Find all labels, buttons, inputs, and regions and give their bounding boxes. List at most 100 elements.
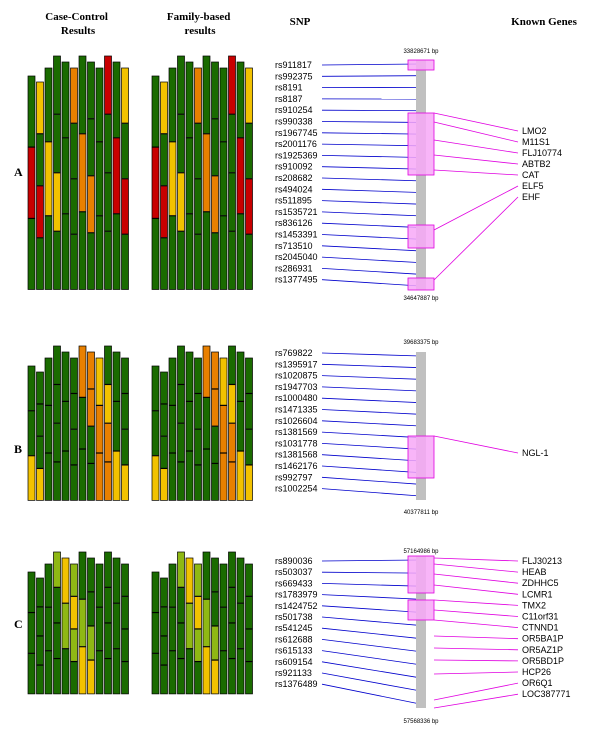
snp-link-line <box>321 420 421 427</box>
haplotype-cell <box>211 232 219 290</box>
haplotype-cell <box>70 563 78 597</box>
snp-link-line <box>321 583 421 587</box>
haplotype-cell <box>61 61 70 138</box>
snp-link-line <box>321 431 421 439</box>
haplotype-cell <box>228 587 236 624</box>
haplotype-cell <box>177 384 185 424</box>
haplotype-cell <box>245 393 253 430</box>
haplotype-cell <box>202 397 211 450</box>
haplotype-cell <box>211 388 219 427</box>
haplotype-cell <box>95 563 104 608</box>
haplotype-cell <box>228 423 236 463</box>
haplotype-cell <box>177 172 185 232</box>
haplotype-cell <box>177 658 185 695</box>
snp-label: rs541245 <box>275 623 313 633</box>
haplotype-cell <box>245 628 253 662</box>
snp-link-line <box>321 454 421 462</box>
panel-label: C <box>14 617 23 631</box>
haplotype-cell <box>95 452 104 501</box>
snp-link-line <box>321 155 421 158</box>
haplotype-cell <box>121 628 129 662</box>
haplotype-cell <box>236 213 245 290</box>
haplotype-cell <box>78 397 87 450</box>
haplotype-cell <box>168 215 177 290</box>
haplotype-cell <box>27 612 36 654</box>
haplotype-cell <box>168 141 177 216</box>
haplotype-cell <box>87 175 95 233</box>
gene-label: FLJ10774 <box>522 148 562 158</box>
haplotype-cell <box>27 75 36 148</box>
haplotype-cell <box>95 67 104 142</box>
haplotype-cell <box>61 401 70 452</box>
gene-link-line <box>433 599 519 606</box>
haplotype-cell <box>185 648 194 695</box>
gene-link-line <box>433 619 519 628</box>
haplotype-cell <box>61 557 70 604</box>
haplotype-cell <box>70 464 78 501</box>
haplotype-cell <box>228 231 236 290</box>
snp-label: rs609154 <box>275 657 313 667</box>
gene-region-box <box>407 112 435 176</box>
snp-label: rs769822 <box>275 348 313 358</box>
gene-label: C11orf31 <box>522 612 558 622</box>
snp-label: rs1377495 <box>275 275 318 285</box>
haplotype-cell <box>202 133 211 212</box>
snp-label: rs910254 <box>275 105 313 115</box>
haplotype-cell <box>27 653 36 695</box>
haplotype-cell <box>78 646 87 695</box>
gene-link-line <box>433 671 519 675</box>
haplotype-cell <box>87 625 95 661</box>
chromosome-bar <box>416 352 426 500</box>
haplotype-cell <box>104 658 112 695</box>
haplotype-cell <box>211 659 219 695</box>
snp-label: rs615133 <box>275 646 313 656</box>
haplotype-cell <box>177 622 185 659</box>
haplotype-cell <box>194 67 202 124</box>
haplotype-cell <box>27 218 36 290</box>
snp-label: rs501738 <box>275 612 313 622</box>
snp-label: rs511895 <box>275 196 312 206</box>
haplotype-cell <box>194 178 202 235</box>
snp-link-line <box>321 268 421 275</box>
gene-region-box <box>407 59 435 71</box>
haplotype-cell <box>95 357 104 406</box>
snp-link-line <box>321 639 421 653</box>
haplotype-cell <box>70 596 78 630</box>
gene-link-line <box>433 693 519 709</box>
snp-label: rs713510 <box>275 241 313 251</box>
haplotype-cell <box>121 178 129 235</box>
haplotype-cell <box>104 423 112 463</box>
haplotype-cell <box>151 612 160 654</box>
panel-a: Ars911817rs992375rs8191rs8187rs910254rs9… <box>14 49 562 302</box>
snp-link-line <box>321 132 421 135</box>
panel-b: Brs769822rs1395917rs1020875rs1947703rs10… <box>14 340 549 516</box>
haplotype-cell <box>185 450 194 501</box>
snp-link-line <box>321 559 421 562</box>
snp-label: rs2001176 <box>275 139 317 149</box>
haplotype-cell <box>36 468 44 501</box>
haplotype-cell <box>61 648 70 695</box>
snp-link-line <box>321 672 421 692</box>
haplotype-block-family-based <box>151 551 253 695</box>
haplotype-cell <box>245 563 253 597</box>
haplotype-cell <box>121 123 129 179</box>
haplotype-cell <box>228 658 236 695</box>
snp-link-line <box>321 488 421 497</box>
gene-label: ZDHHC5 <box>522 578 559 588</box>
snp-label: rs669433 <box>275 578 313 588</box>
haplotype-cell <box>36 237 44 290</box>
haplotype-cell <box>78 599 87 647</box>
haplotype-cell <box>168 452 177 501</box>
haplotype-cell <box>87 659 95 695</box>
haplotype-cell <box>53 172 61 232</box>
haplotype-cell <box>211 61 219 119</box>
haplotype-cell <box>53 423 61 463</box>
haplotype-cell <box>211 426 219 464</box>
snp-link-line <box>321 363 421 369</box>
gene-label: CTNND1 <box>522 623 559 633</box>
haplotype-cell <box>160 436 168 469</box>
haplotype-cell <box>70 357 78 394</box>
snp-link-line <box>321 605 421 613</box>
snp-label: rs836126 <box>275 218 313 228</box>
